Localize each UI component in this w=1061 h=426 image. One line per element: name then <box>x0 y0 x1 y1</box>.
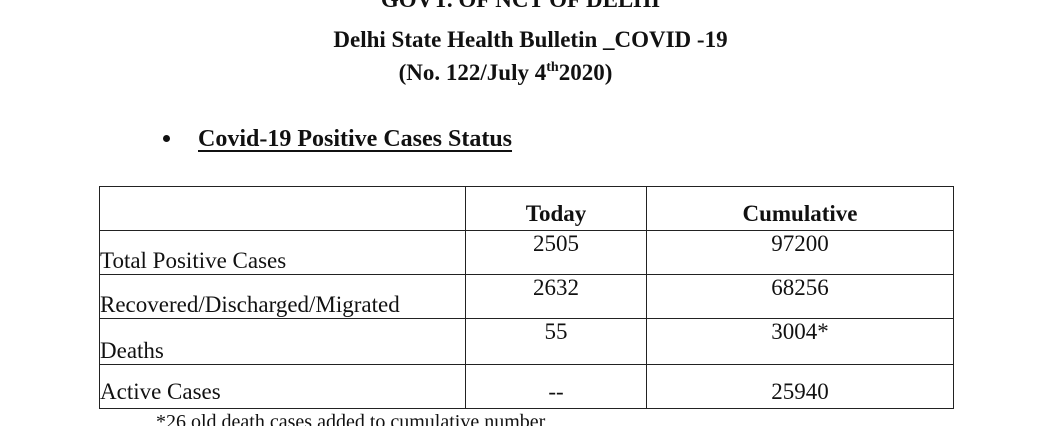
govt-heading: GOVT. OF NCT OF DELHI <box>0 0 1051 14</box>
bulletin-number: (No. 122/July 4th2020) <box>0 59 1036 87</box>
section-heading: Covid-19 Positive Cases Status <box>163 124 512 154</box>
section-title: Covid-19 Positive Cases Status <box>198 126 513 152</box>
bullet-icon <box>163 134 170 142</box>
table-row: Recovered/Discharged/Migrated 2632 68256 <box>99 274 954 319</box>
cases-status-table: Today Cumulative Total Positive Cases 25… <box>99 186 954 409</box>
table-header-row: Today Cumulative <box>99 186 954 231</box>
table-row: Deaths 55 3004* <box>99 318 954 365</box>
today-value: 2505 <box>465 230 647 275</box>
bulletin-title: Delhi State Health Bulletin _COVID -19 <box>333 27 728 52</box>
table-row: Active Cases -- 25940 <box>99 364 954 409</box>
today-value: 55 <box>465 318 647 365</box>
bulletin-number-prefix: (No. 122/July 4 <box>398 60 547 85</box>
column-header-cumulative: Cumulative <box>646 186 954 231</box>
cumulative-value: 97200 <box>646 230 954 275</box>
today-value: 2632 <box>465 274 647 319</box>
bulletin-number-sup: th <box>546 60 559 75</box>
row-label: Recovered/Discharged/Migrated <box>99 274 466 319</box>
table-row: Total Positive Cases 2505 97200 <box>99 230 954 275</box>
row-label: Active Cases <box>99 364 466 409</box>
cumulative-value: 3004* <box>646 318 954 365</box>
row-label: Deaths <box>99 318 466 365</box>
cumulative-value: 25940 <box>646 364 954 409</box>
today-value: -- <box>465 364 647 409</box>
column-header-empty <box>99 186 466 231</box>
footnote: *26 old death cases added to cumulative … <box>156 411 546 426</box>
column-header-today: Today <box>465 186 647 231</box>
bulletin-number-suffix: 2020) <box>558 60 613 85</box>
row-label: Total Positive Cases <box>99 230 466 275</box>
cumulative-value: 68256 <box>646 274 954 319</box>
